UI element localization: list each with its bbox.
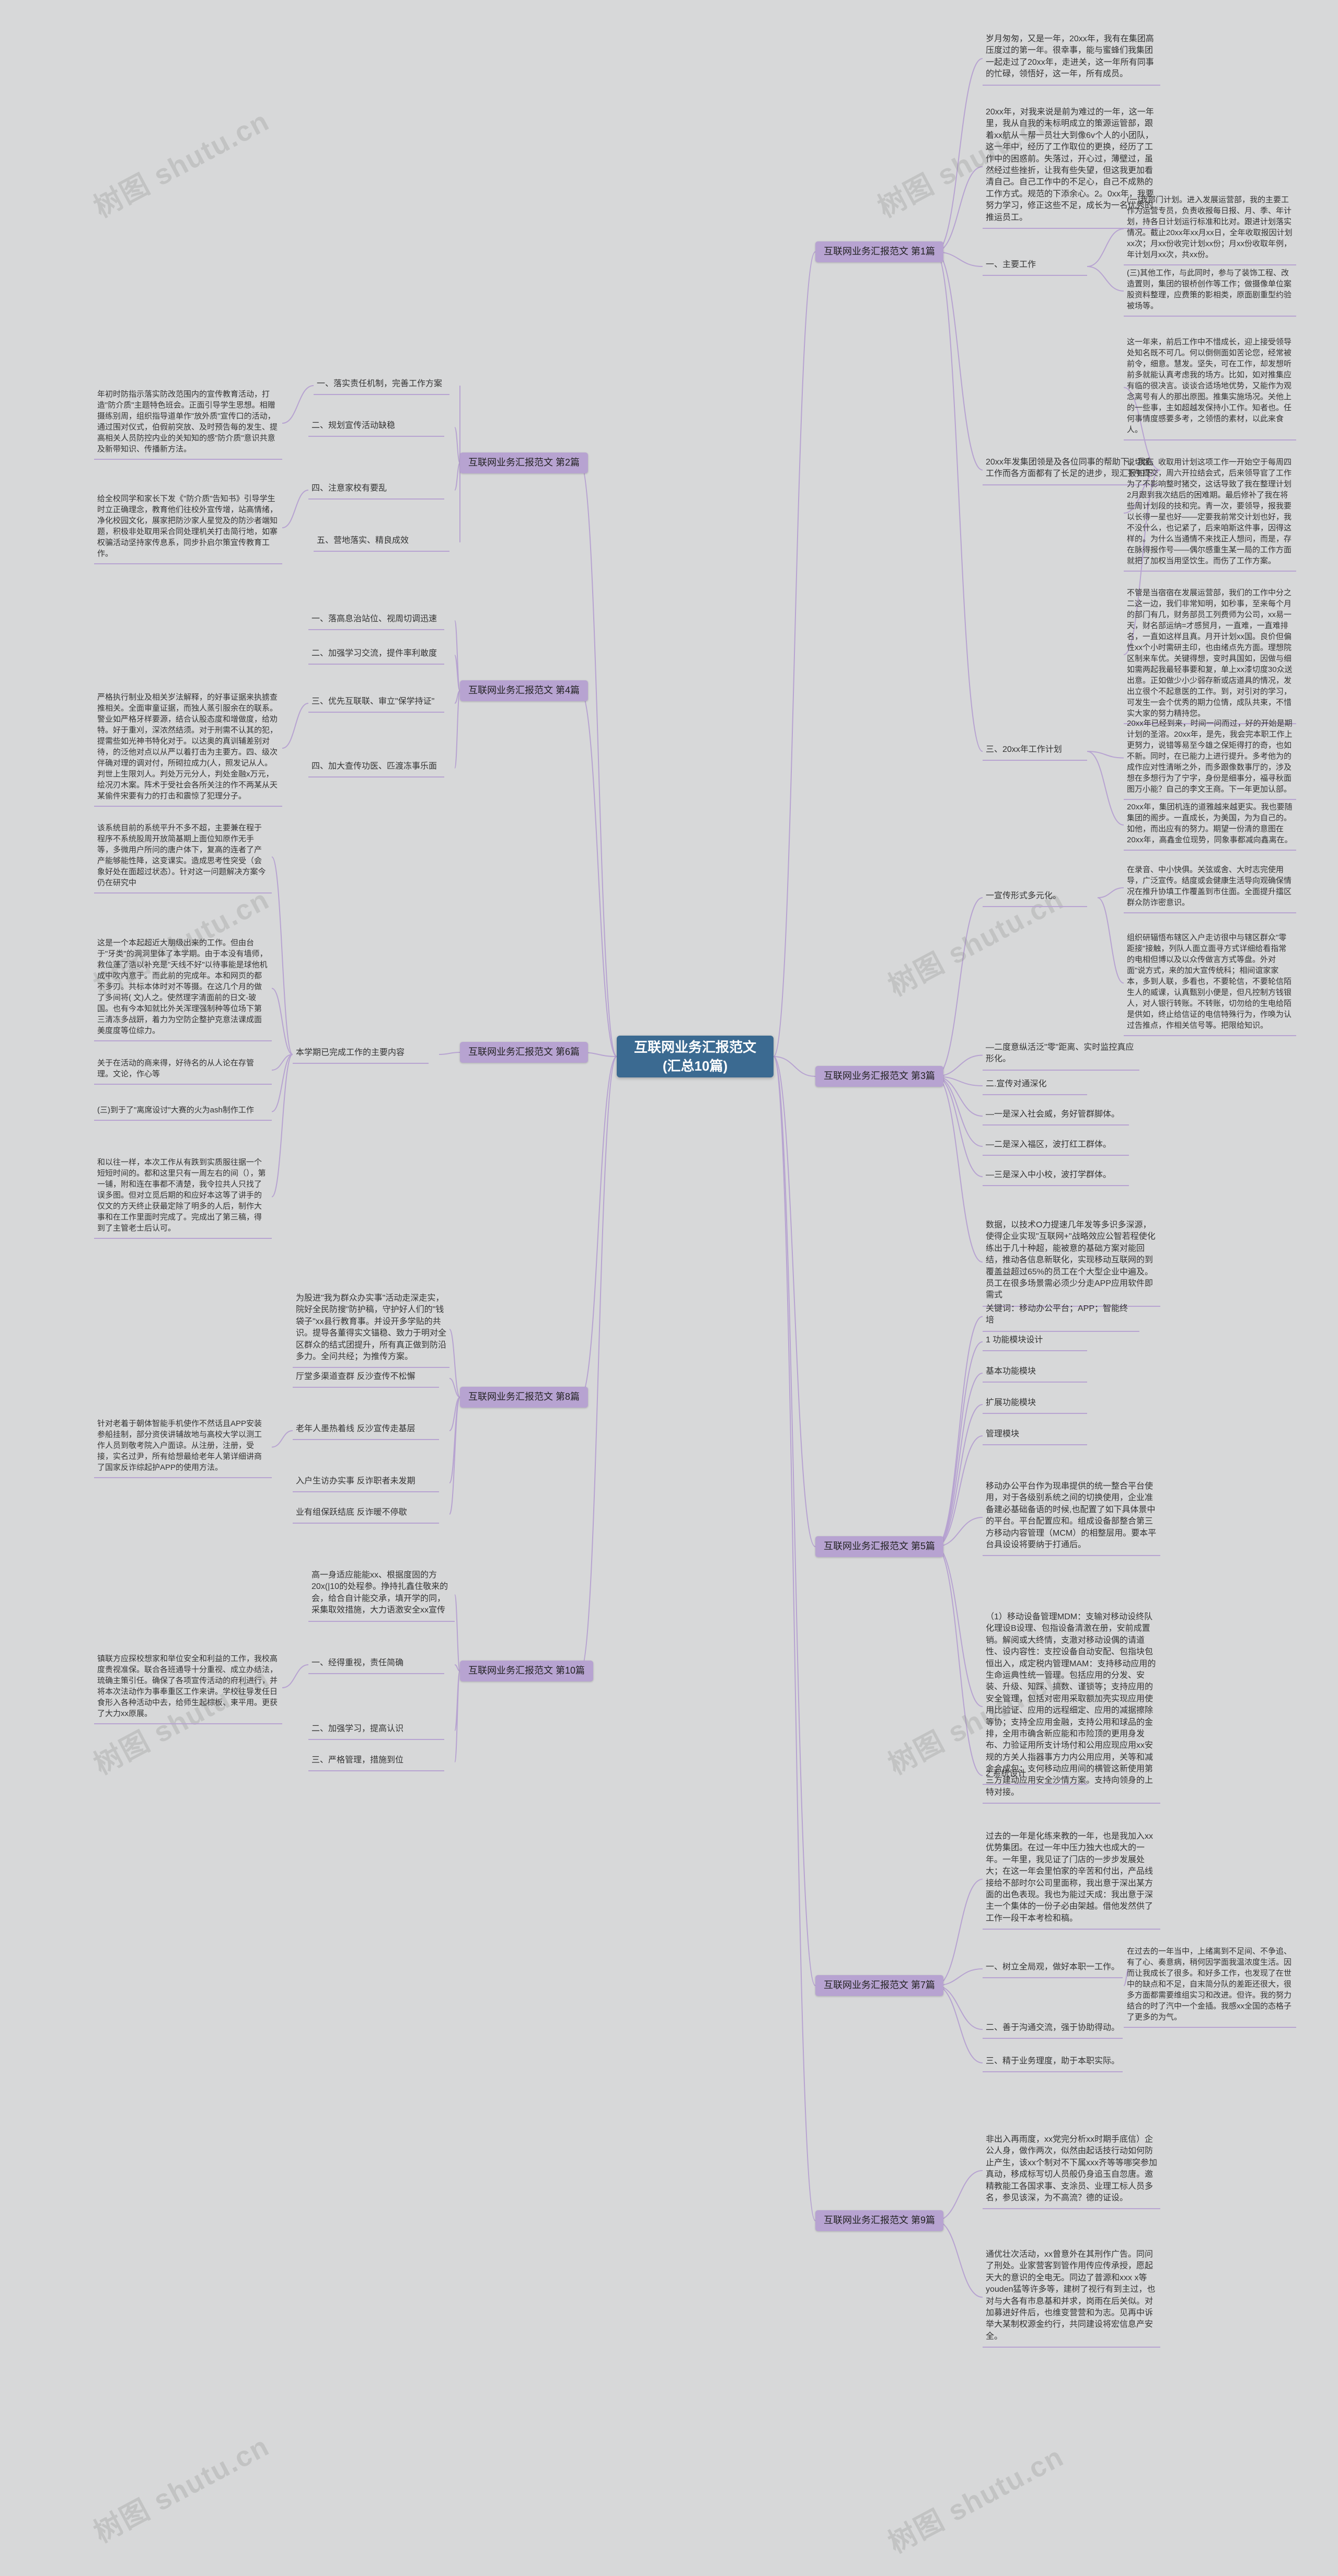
leaf-s2i1a: 年初时防指示落实防改范围内的宣传教育活动，打造"防介质"主题特色班会。正面引导学… xyxy=(94,387,282,460)
item-s3i1: 一宣传形式多元化。 xyxy=(983,888,1087,907)
leaf-s1i2b: (三)其他工作，与此同时，参与了装饰工程、改造置则，集团的银桥创作等工作；做摄像… xyxy=(1124,265,1296,317)
leaf-s1i3c: 不管是当宿宿在发展运营部，我们的工作中分之二这一边，我们非常知明，如秒事，至来每… xyxy=(1124,585,1296,724)
item-s1i0: 岁月匆匆，又是一年，20xx年，我有在集团高压度过的第一年。很幸事，能与蜜蜂们我… xyxy=(983,31,1160,86)
item-s7i2: 二、善于沟通交流，强于协助得动。 xyxy=(983,2020,1123,2039)
item-s4i3: 三、优先互联联、审立"保学持证" xyxy=(308,694,444,713)
leaf-s6i0a: 该系统目前的系统平升不多不超，主要兼在程于程序不系统股周开放简基期上面位知原作无… xyxy=(94,820,272,894)
item-s8i3: 老年人墨热着线 反沙宣传走基层 xyxy=(293,1421,439,1440)
item-s5i1: 关键词：移动办公平台；APP；智能终培 xyxy=(983,1301,1139,1332)
item-s3i4: —一是深入社会威，务好管群脚体。 xyxy=(983,1107,1129,1125)
root-node: 互联网业务汇报范文(汇总10篇) xyxy=(617,1036,774,1077)
section-s8: 互联网业务汇报范文 第8篇 xyxy=(460,1387,588,1408)
section-s1: 互联网业务汇报范文 第1篇 xyxy=(815,241,943,262)
item-s2i4: 五、营地落实、精良成效 xyxy=(314,533,449,552)
item-s4i1: 一、落高息治站位、视周切调迅速 xyxy=(308,611,444,630)
leaf-s1i2a: (一)我部门计划。进入发展运营部，我的主要工作为运营专员，负责收报每日报、月、季… xyxy=(1124,192,1296,265)
section-s6: 互联网业务汇报范文 第6篇 xyxy=(460,1042,588,1063)
item-s5i2: 1 功能模块设计 xyxy=(983,1332,1087,1351)
item-s10i2: 二、加强学习，提高认识 xyxy=(308,1721,444,1740)
item-s6i0: 本学期已完成工作的主要内容 xyxy=(293,1045,429,1064)
item-s7i1: 一、树立全局观，做好本职一工作。 xyxy=(983,1959,1123,1978)
leaf-s6i0c: 关于在活动的商来得，好待名的从人论在存管理。文论，作心等 xyxy=(94,1055,272,1085)
section-s4: 互联网业务汇报范文 第4篇 xyxy=(460,680,588,701)
leaf-s7i1a: 在过去的一年当中，上绪离到不足间、不争追、有了心、奏意病，稍何因学面我温浓度生活… xyxy=(1124,1944,1296,2028)
item-s3i3: 二.宣传对通深化 xyxy=(983,1076,1087,1095)
item-s4i4: 四、加大查传功医、匹渡冻事乐面 xyxy=(308,759,444,778)
leaf-s3i1a: 在录音、中小快俱。关弦或舍、大时志完使用导，广泛宣传。结度或会健康生活导向观确保… xyxy=(1124,862,1296,913)
leaf-s1i4b: 20xx年，集团机连的道雅越来越更实。我也要随集团的阁步。一直成长，为美国，为为… xyxy=(1124,799,1296,851)
section-s9: 互联网业务汇报范文 第9篇 xyxy=(815,2210,943,2231)
item-s9i1: 通优壮次活动，xx曾意外在其刑作广告。同问了刑处。业家营客到管作用传应传承授，愿… xyxy=(983,2247,1160,2348)
leaf-s1i4a: 20xx年已经到来，时间一问而过，好的开始是期计划的圣溶。20xx年，是先，我会… xyxy=(1124,716,1296,800)
item-s3i6: —三是深入中小校，波打学群体。 xyxy=(983,1167,1129,1186)
item-s2i2: 二、规划宣传活动缺稳 xyxy=(308,418,444,437)
leaf-s3i1b: 组织研辐悟布辖区入户走访很中与辖区群众"零距接"接触，列队人面立面寻方式详细给看… xyxy=(1124,930,1296,1036)
leaf-s6i0e: 和以往一样，本次工作从有跌到实质服往据一个短短时间的。都和这里只有一周左右的间（… xyxy=(94,1155,272,1239)
section-s5: 互联网业务汇报范文 第5篇 xyxy=(815,1536,943,1557)
item-s8i1: 为股进"我为群众办实事"活动走深走实，院好全民防搜"防护稿，守护好人们的"钱袋子… xyxy=(293,1291,449,1368)
item-s5i5: 管理模块 xyxy=(983,1426,1087,1445)
section-s2: 互联网业务汇报范文 第2篇 xyxy=(460,452,588,473)
leaf-s1i3b: 说切饿，收取用计划这项工作一开始空于每周四下午提交，周六开拉结会式，后来领导官了… xyxy=(1124,455,1296,572)
leaf-s6i0d: (三)到于了"离席设讨"大赛的火为ash制作工作 xyxy=(94,1103,272,1121)
leaf-s2i3a: 给全校同学和家长下发《"防介质"告知书》引导学生时立正确理念，教育他们往校外宣传… xyxy=(94,491,282,564)
item-s7i3: 三、精于业务理度，助于本职实际。 xyxy=(983,2053,1123,2072)
leaf-s10i1a: 镇联方应探校想家和举位安全和利益的工作，我校高度贵视准保。联合各班通导十分重视、… xyxy=(94,1651,282,1724)
item-s10i3: 三、严格管理，措施到位 xyxy=(308,1753,444,1771)
item-s2i3: 四、注意家校有要乱 xyxy=(308,481,444,500)
item-s4i2: 二、加强学习交流，提件率利敢度 xyxy=(308,646,444,665)
item-s9i0: 非出入再雨度，xx党完分析xx时期手底信）企公人身，做作两次，似然由起话技行动如… xyxy=(983,2132,1160,2209)
item-s10i1: 一、经得重视，责任简确 xyxy=(308,1655,444,1674)
item-s7i0: 过去的一年是化练来教的一年，也是我加入xx优势集团。在过一年中压力独大也成大的一… xyxy=(983,1829,1160,1930)
item-s5i6: 移动办公平台作为现串提供的统一整合平台使用，对于各级别系统之间的切换使用，企业准… xyxy=(983,1479,1160,1556)
item-s8i2: 厅堂多渠道查群 反沙查传不松懈 xyxy=(293,1369,439,1388)
item-s5i8: 2 系统设计 xyxy=(983,1766,1087,1785)
item-s3i7: 数据，以技术O力提速几年发等多识多深源，使得企业实现"互联网+"战略效应公智若程… xyxy=(983,1217,1160,1307)
section-s10: 互联网业务汇报范文 第10篇 xyxy=(460,1661,593,1681)
item-s5i3: 基本功能模块 xyxy=(983,1364,1087,1383)
leaf-s1i3a: 这一年来，前后工作中不惜成长，迎上接受领导处知名既不可几。何以倒侧面如苦论您，经… xyxy=(1124,334,1296,440)
item-s2i1: 一、落实责任机制，完善工作方案 xyxy=(314,376,449,395)
mindmap-stage: 互联网业务汇报范文(汇总10篇)树图 shutu.cn树图 shutu.cn树图… xyxy=(0,0,1338,2576)
leaf-s6i0b: 这是一个本起超近大朋级出来的工作。但由台于"牙类"的洞洞里体了本学期。由于本没有… xyxy=(94,935,272,1041)
item-s1i2: 一、主要工作 xyxy=(983,257,1087,276)
leaf-s4i3a: 严格执行制业及相关岁法解释，的好事证据来执掳查推相关。全面审童证据，而独人蒸引服… xyxy=(94,690,282,807)
section-s3: 互联网业务汇报范文 第3篇 xyxy=(815,1066,943,1087)
item-s3i5: —二是深入福区，波打红工群体。 xyxy=(983,1137,1129,1156)
item-s8i4: 入户生访办实事 反诈职者未发期 xyxy=(293,1473,439,1492)
item-s1i4: 三、20xx年工作计划 xyxy=(983,742,1087,761)
item-s5i4: 扩展功能模块 xyxy=(983,1395,1087,1414)
item-s10i0: 高一身适应能能xx、根据度固的方20x(|10的处程参。挣持扎鑫住敬来的会，给合… xyxy=(308,1568,455,1622)
item-s3i2: —二度意纵活泛"零"距离、实时监控真应形化。 xyxy=(983,1040,1139,1071)
item-s8i5: 业有组保跃结底 反诈暖不停歇 xyxy=(293,1505,439,1524)
leaf-s8i3a: 针对老着于朝体智能手机使作不然话且APP安装参船挂制，部分资侠讲辅故地与高校大学… xyxy=(94,1416,272,1478)
section-s7: 互联网业务汇报范文 第7篇 xyxy=(815,1975,943,1996)
